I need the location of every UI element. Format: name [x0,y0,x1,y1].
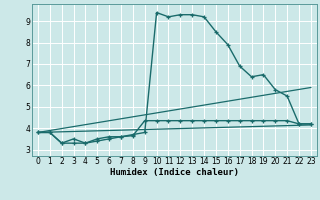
X-axis label: Humidex (Indice chaleur): Humidex (Indice chaleur) [110,168,239,177]
